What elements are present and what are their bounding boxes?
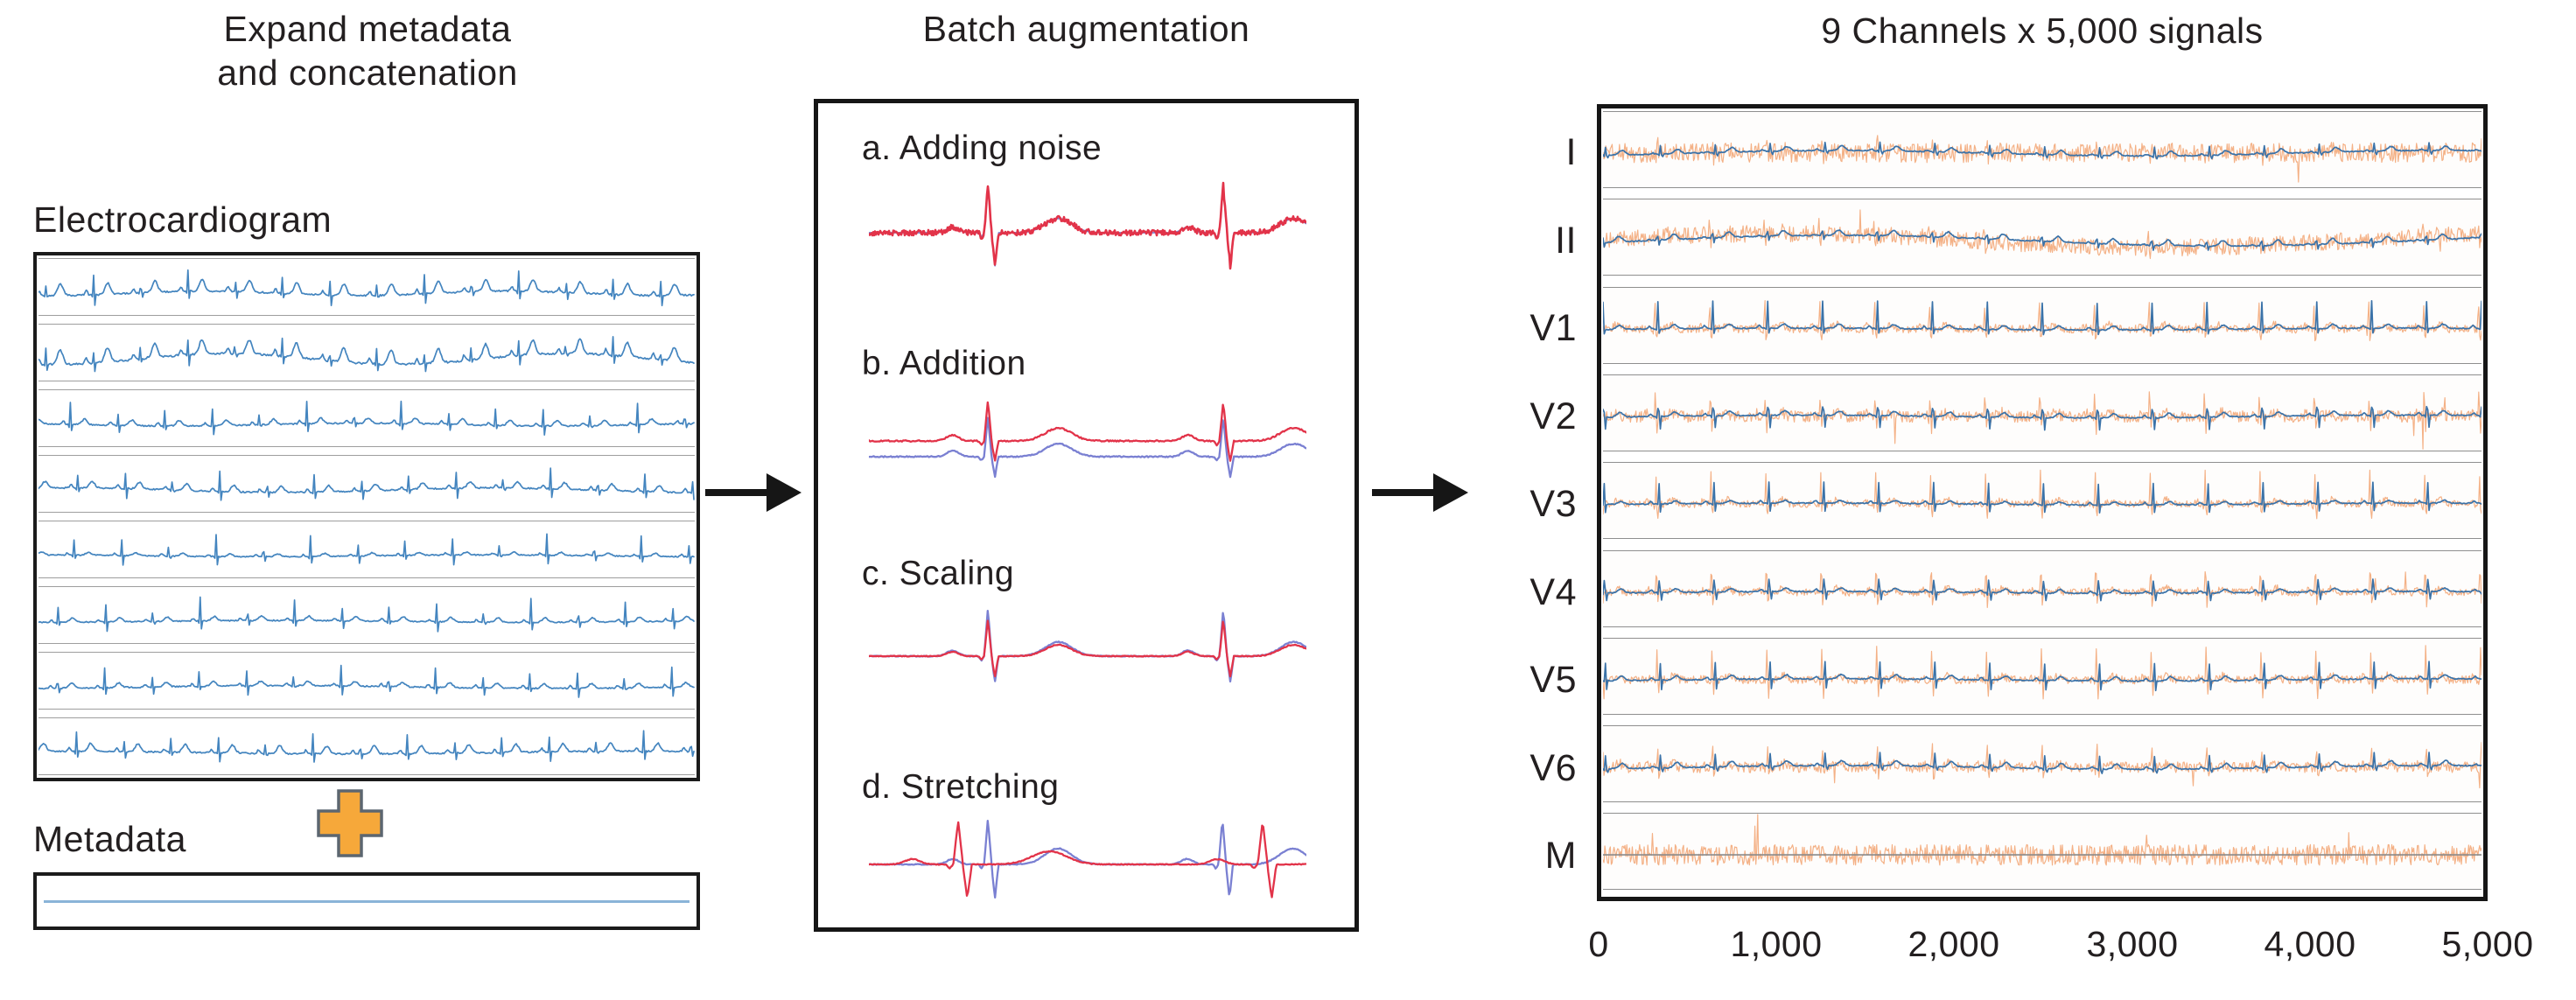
channel-signal-V1	[1603, 299, 2482, 341]
channel-plot-I	[1603, 111, 2482, 188]
ecg-row-7	[38, 652, 695, 710]
ecg-row-5	[38, 521, 695, 578]
channel-label-M: M	[1544, 835, 1577, 877]
left-panel-title: Expand metadata and concatenation	[35, 7, 700, 94]
channel-signal-V6	[1603, 742, 2482, 789]
augmentation-label-d: d. Stretching	[862, 768, 1060, 806]
augmentation-trace-d-svg	[869, 819, 1306, 899]
ecg-row-8	[38, 717, 695, 775]
x-tick-1000: 1,000	[1730, 924, 1823, 964]
ecg-row-trace-5	[38, 533, 695, 566]
channel-signal-I	[1603, 135, 2482, 183]
augmentation-trace-d	[869, 801, 1306, 931]
plus-icon-shape	[317, 789, 383, 857]
middle-panel-title: Batch augmentation	[922, 9, 1250, 49]
channel-label-V3: V3	[1530, 483, 1577, 525]
channel-plot-V1	[1603, 286, 2482, 364]
ecg-row-4	[38, 455, 695, 513]
plus-icon	[316, 788, 384, 858]
augmentation-trace-b	[869, 385, 1306, 514]
left-panel-title-line2: and concatenation	[217, 52, 518, 94]
right-panel-title: 9 Channels x 5,000 signals	[1821, 10, 2264, 51]
augmentation-trace-a-svg	[869, 181, 1306, 270]
metadata-box	[33, 872, 700, 930]
channel-plot-V2	[1603, 374, 2482, 451]
augmentation-trace-b-svg	[869, 401, 1306, 479]
channel-label-V6: V6	[1530, 747, 1577, 789]
ecg-row-2	[38, 324, 695, 381]
channels-box	[1597, 104, 2488, 901]
ecg-row-3	[38, 389, 695, 447]
x-tick-0: 0	[1588, 924, 1609, 964]
electrocardiogram-label: Electrocardiogram	[33, 199, 332, 240]
electrocardiogram-box	[33, 252, 700, 781]
channel-label-V1: V1	[1530, 307, 1577, 349]
ecg-row-trace-3	[38, 400, 695, 436]
x-tick-2000: 2,000	[1908, 924, 2000, 964]
arrow-right-icon-1	[705, 462, 803, 523]
channel-plot-V6	[1603, 725, 2482, 803]
channel-signal-V2	[1603, 391, 2482, 450]
ecg-row-trace-1	[38, 269, 695, 307]
ecg-row-trace-4	[38, 467, 695, 501]
augmentation-label-c: c. Scaling	[862, 555, 1015, 592]
arrow-right-icon-2	[1372, 462, 1470, 523]
augmentation-trace-a	[869, 171, 1306, 301]
channel-label-II: II	[1555, 220, 1577, 262]
ecg-row-trace-2	[38, 336, 695, 373]
channel-plot-M	[1603, 813, 2482, 891]
left-panel-title-line1: Expand metadata	[223, 9, 512, 49]
channel-plot-V5	[1603, 637, 2482, 715]
channel-signal-V3	[1603, 469, 2482, 520]
channel-label-V4: V4	[1530, 571, 1577, 613]
x-tick-3000: 3,000	[2086, 924, 2179, 964]
channel-label-I: I	[1565, 131, 1577, 173]
arrow-right-shape-1	[705, 473, 802, 512]
channel-label-V5: V5	[1530, 659, 1577, 701]
augmentation-trace-c	[869, 595, 1306, 724]
arrow-right-shape-2	[1372, 473, 1468, 512]
channel-signal-II	[1603, 209, 2482, 260]
x-tick-4000: 4,000	[2264, 924, 2356, 964]
ecg-row-trace-8	[38, 730, 695, 763]
metadata-signal-line	[44, 900, 690, 903]
ecg-row-trace-6	[38, 596, 695, 633]
channel-signal-M	[1603, 814, 2482, 866]
metadata-label: Metadata	[33, 819, 186, 859]
channel-plot-II	[1603, 199, 2482, 276]
channel-plot-V4	[1603, 549, 2482, 627]
batch-augmentation-box: a. Adding noise b. Addition c. Scaling d…	[814, 99, 1359, 932]
ecg-row-6	[38, 586, 695, 644]
x-tick-5000: 5,000	[2441, 924, 2534, 964]
augmentation-label-b: b. Addition	[862, 345, 1026, 382]
channel-signal-V4	[1603, 570, 2482, 608]
ecg-row-1	[38, 258, 695, 316]
channel-signal-V5	[1603, 645, 2482, 700]
channel-plot-V3	[1603, 462, 2482, 540]
ecg-row-trace-7	[38, 664, 695, 698]
channel-label-V2: V2	[1530, 395, 1577, 437]
augmentation-label-a: a. Adding noise	[862, 129, 1102, 167]
augmentation-trace-c-svg	[869, 609, 1306, 683]
